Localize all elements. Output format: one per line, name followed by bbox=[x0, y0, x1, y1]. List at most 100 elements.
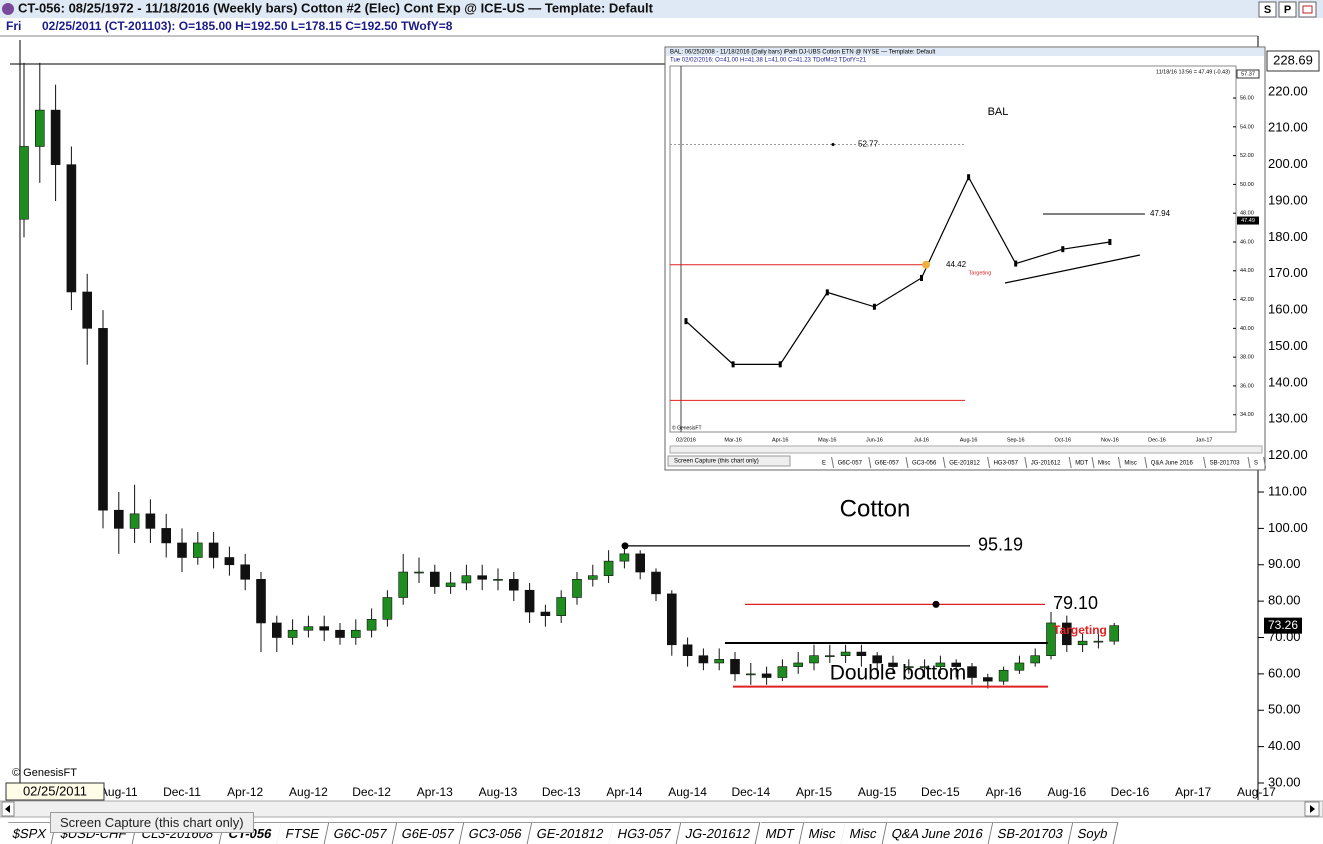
tab[interactable]: Soyb bbox=[1068, 822, 1119, 844]
tab[interactable]: HG3-057 bbox=[609, 822, 682, 844]
inset-tab: E bbox=[822, 461, 826, 467]
info-text: 02/25/2011 (CT-201103): O=185.00 H=192.5… bbox=[42, 19, 453, 33]
candle-body bbox=[619, 553, 630, 562]
level-dot bbox=[932, 600, 940, 608]
tab[interactable]: Misc bbox=[799, 822, 846, 844]
tab[interactable]: GE-201812 bbox=[527, 822, 614, 844]
inset-title: BAL bbox=[988, 106, 1009, 118]
y-tick-label: 34.00 bbox=[1240, 412, 1254, 418]
candle-body bbox=[587, 575, 598, 580]
y-tick-label: 54.00 bbox=[1240, 124, 1254, 130]
inset-tab: G6E-057 bbox=[875, 461, 900, 467]
annotation: Double bottom bbox=[830, 662, 967, 685]
x-tick-label: Apr-16 bbox=[986, 785, 1022, 799]
candle-body bbox=[1030, 655, 1040, 664]
x-tick-label: 02/2016 bbox=[676, 437, 696, 443]
y-tick-label: 50.00 bbox=[1268, 702, 1301, 717]
x-tick-label: Apr-16 bbox=[772, 437, 789, 443]
inset-tooltip: Screen Capture (this chart only) bbox=[674, 459, 759, 465]
level-label: 44.42 bbox=[946, 260, 967, 269]
tab[interactable]: SB-201703 bbox=[988, 822, 1074, 844]
candle-body bbox=[1109, 625, 1119, 642]
inset-tab: Misc bbox=[1098, 461, 1110, 467]
axis-top-label: 228.69 bbox=[1273, 52, 1313, 67]
arrow-icon bbox=[1310, 805, 1315, 813]
tab[interactable]: G6E-057 bbox=[392, 822, 465, 844]
inset-tab: MDT bbox=[1075, 461, 1088, 467]
candle-body bbox=[1046, 622, 1056, 656]
x-tick-label: Dec-11 bbox=[163, 785, 201, 799]
tab[interactable]: G6C-057 bbox=[325, 822, 398, 844]
y-tick-label: 52.00 bbox=[1240, 153, 1254, 159]
x-tick-label: Dec-16 bbox=[1148, 437, 1166, 443]
tab-separator bbox=[868, 456, 872, 469]
candle-body bbox=[951, 662, 962, 667]
x-tick-label: Aug-16 bbox=[960, 437, 978, 443]
tab-separator bbox=[1247, 456, 1251, 469]
candle-body bbox=[461, 575, 472, 584]
tab-separator bbox=[831, 456, 835, 469]
tab[interactable]: JG-201612 bbox=[676, 822, 761, 844]
inset-info: Tue 02/02/2016: O=41.00 H=41.38 L=41.00 … bbox=[670, 58, 867, 64]
button[interactable] bbox=[1258, 1, 1277, 18]
detach-button[interactable] bbox=[1298, 1, 1317, 18]
candle-body bbox=[366, 619, 377, 631]
candle-body bbox=[129, 513, 140, 529]
trend-line bbox=[1004, 254, 1141, 284]
candle-body bbox=[114, 509, 124, 529]
y-tick-label: 44.00 bbox=[1240, 268, 1254, 274]
y-tick-label: 150.00 bbox=[1268, 338, 1308, 353]
candle-body bbox=[745, 673, 756, 676]
watermark: © GenesisFT bbox=[12, 767, 77, 779]
y-tick-label: 42.00 bbox=[1240, 297, 1254, 303]
candle-body bbox=[840, 651, 851, 656]
x-tick-label: Dec-13 bbox=[542, 785, 581, 799]
x-tick-label: Oct-16 bbox=[1055, 437, 1072, 443]
candle-body bbox=[793, 662, 804, 667]
price-marker bbox=[1108, 238, 1112, 245]
candle-body bbox=[414, 571, 424, 574]
x-tick-label: Dec-15 bbox=[921, 785, 960, 799]
tab[interactable]: GC3-056 bbox=[459, 822, 533, 844]
button-label[interactable]: P bbox=[1284, 4, 1291, 16]
tab-separator bbox=[1091, 456, 1095, 469]
candle-body bbox=[903, 666, 914, 668]
tab[interactable]: Q&A June 2016 bbox=[882, 822, 994, 844]
candle-body bbox=[493, 579, 503, 581]
candle-body bbox=[271, 622, 282, 638]
watermark: © GenesisFT bbox=[672, 424, 702, 431]
candle-body bbox=[967, 666, 977, 678]
y-tick-label: 100.00 bbox=[1268, 520, 1308, 535]
y-tick-label: 140.00 bbox=[1268, 374, 1308, 389]
info-day: Fri bbox=[6, 19, 21, 33]
y-tick-label: 38.00 bbox=[1240, 355, 1254, 361]
button[interactable] bbox=[1278, 1, 1297, 18]
x-tick-label: Jan-17 bbox=[1196, 437, 1213, 443]
tab[interactable]: Misc bbox=[841, 822, 888, 844]
detach-icon bbox=[1302, 5, 1313, 14]
button-label[interactable]: S bbox=[1264, 4, 1271, 16]
inset-stamp: 11/18/16 13:56 = 47.49 (-0.43) bbox=[1156, 69, 1230, 75]
y-tick-label: 170.00 bbox=[1268, 265, 1308, 280]
candle-body bbox=[540, 611, 551, 616]
x-tick-label: Aug-16 bbox=[1047, 785, 1086, 799]
y-tick-label: 210.00 bbox=[1268, 120, 1308, 135]
app-icon bbox=[2, 3, 14, 15]
candle-body bbox=[335, 629, 345, 638]
candle-body bbox=[508, 579, 519, 591]
level-label: 52.77 bbox=[858, 140, 879, 149]
scrollbar[interactable] bbox=[0, 800, 1323, 818]
y-tick-label: 40.00 bbox=[1240, 326, 1254, 332]
candle-body bbox=[809, 655, 819, 664]
candle-body bbox=[982, 677, 993, 682]
level-label: 79.10 bbox=[1053, 593, 1098, 613]
candle-body bbox=[319, 626, 330, 631]
candle-body bbox=[761, 673, 772, 678]
tab[interactable]: MDT bbox=[756, 822, 805, 844]
candle-body bbox=[856, 651, 867, 656]
tab[interactable]: FTSE bbox=[276, 822, 330, 844]
tab-separator bbox=[942, 456, 946, 469]
y-tick-label: 50.00 bbox=[1240, 182, 1254, 188]
tab[interactable]: $SPX bbox=[3, 822, 57, 844]
